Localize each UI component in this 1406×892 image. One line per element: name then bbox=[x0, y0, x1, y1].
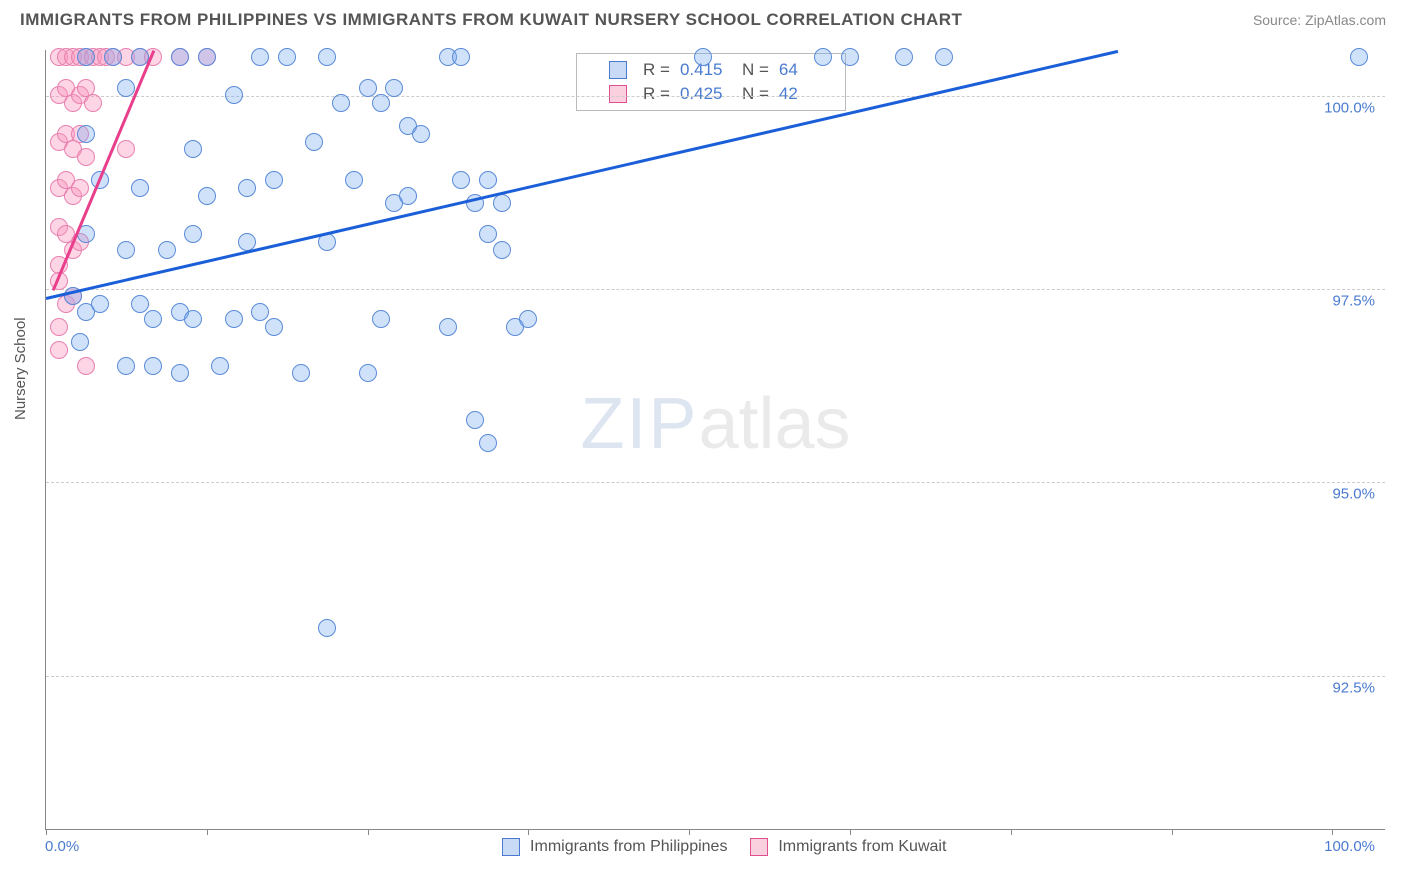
x-tick-mark bbox=[850, 829, 851, 835]
legend-label-kuwait: Immigrants from Kuwait bbox=[778, 838, 946, 855]
x-tick-mark bbox=[1332, 829, 1333, 835]
swatch-blue-icon bbox=[609, 61, 627, 79]
data-point-philippines bbox=[171, 48, 189, 66]
data-point-philippines bbox=[814, 48, 832, 66]
data-point-philippines bbox=[345, 171, 363, 189]
gridline-h bbox=[46, 676, 1385, 677]
data-point-philippines bbox=[372, 94, 390, 112]
legend-label-philippines: Immigrants from Philippines bbox=[530, 838, 727, 855]
data-point-philippines bbox=[895, 48, 913, 66]
data-point-philippines bbox=[332, 94, 350, 112]
x-tick-mark bbox=[368, 829, 369, 835]
x-tick-mark bbox=[689, 829, 690, 835]
data-point-philippines bbox=[144, 310, 162, 328]
y-tick-label: 92.5% bbox=[1332, 679, 1375, 696]
data-point-philippines bbox=[184, 140, 202, 158]
stats-row-philippines: R = 0.415 N = 64 bbox=[591, 58, 831, 82]
gridline-h bbox=[46, 482, 1385, 483]
data-point-philippines bbox=[399, 187, 417, 205]
data-point-philippines bbox=[694, 48, 712, 66]
watermark: ZIPatlas bbox=[580, 383, 850, 465]
x-tick-mark bbox=[46, 829, 47, 835]
data-point-philippines bbox=[412, 125, 430, 143]
gridline-h bbox=[46, 96, 1385, 97]
gridline-h bbox=[46, 289, 1385, 290]
data-point-philippines bbox=[479, 171, 497, 189]
data-point-philippines bbox=[372, 310, 390, 328]
data-point-philippines bbox=[318, 619, 336, 637]
data-point-philippines bbox=[385, 79, 403, 97]
x-tick-mark bbox=[1172, 829, 1173, 835]
data-point-philippines bbox=[104, 48, 122, 66]
data-point-kuwait bbox=[117, 140, 135, 158]
data-point-philippines bbox=[238, 179, 256, 197]
data-point-philippines bbox=[305, 133, 323, 151]
x-tick-mark bbox=[528, 829, 529, 835]
x-axis-max: 100.0% bbox=[1324, 838, 1375, 855]
data-point-philippines bbox=[452, 171, 470, 189]
x-tick-mark bbox=[207, 829, 208, 835]
stats-row-kuwait: R = 0.425 N = 42 bbox=[591, 82, 831, 106]
data-point-kuwait bbox=[50, 341, 68, 359]
data-point-philippines bbox=[439, 318, 457, 336]
legend-swatch-pink-icon bbox=[750, 838, 768, 856]
data-point-philippines bbox=[1350, 48, 1368, 66]
data-point-philippines bbox=[198, 187, 216, 205]
chart-source: Source: ZipAtlas.com bbox=[1253, 12, 1386, 28]
data-point-philippines bbox=[935, 48, 953, 66]
data-point-philippines bbox=[77, 125, 95, 143]
chart-title: IMMIGRANTS FROM PHILIPPINES VS IMMIGRANT… bbox=[20, 10, 962, 30]
data-point-philippines bbox=[171, 364, 189, 382]
data-point-kuwait bbox=[84, 94, 102, 112]
data-point-philippines bbox=[359, 364, 377, 382]
legend-swatch-blue-icon bbox=[502, 838, 520, 856]
data-point-philippines bbox=[225, 86, 243, 104]
data-point-philippines bbox=[251, 48, 269, 66]
data-point-philippines bbox=[519, 310, 537, 328]
data-point-philippines bbox=[493, 194, 511, 212]
x-tick-mark bbox=[1011, 829, 1012, 835]
data-point-philippines bbox=[479, 225, 497, 243]
data-point-philippines bbox=[251, 303, 269, 321]
data-point-philippines bbox=[144, 357, 162, 375]
data-point-philippines bbox=[184, 310, 202, 328]
data-point-kuwait bbox=[71, 179, 89, 197]
data-point-philippines bbox=[184, 225, 202, 243]
data-point-philippines bbox=[841, 48, 859, 66]
data-point-kuwait bbox=[77, 357, 95, 375]
data-point-philippines bbox=[359, 79, 377, 97]
data-point-philippines bbox=[225, 310, 243, 328]
y-tick-label: 97.5% bbox=[1332, 293, 1375, 310]
data-point-philippines bbox=[158, 241, 176, 259]
y-tick-label: 100.0% bbox=[1324, 100, 1375, 117]
data-point-philippines bbox=[265, 318, 283, 336]
data-point-philippines bbox=[479, 434, 497, 452]
y-tick-label: 95.0% bbox=[1332, 486, 1375, 503]
data-point-philippines bbox=[318, 48, 336, 66]
y-axis-label: Nursery School bbox=[12, 317, 29, 420]
data-point-philippines bbox=[131, 295, 149, 313]
data-point-philippines bbox=[211, 357, 229, 375]
data-point-philippines bbox=[71, 333, 89, 351]
data-point-philippines bbox=[198, 48, 216, 66]
data-point-philippines bbox=[493, 241, 511, 259]
data-point-philippines bbox=[77, 48, 95, 66]
data-point-kuwait bbox=[50, 318, 68, 336]
data-point-philippines bbox=[265, 171, 283, 189]
data-point-philippines bbox=[117, 241, 135, 259]
data-point-philippines bbox=[278, 48, 296, 66]
correlation-stats-box: R = 0.415 N = 64 R = 0.425 N = 42 bbox=[576, 53, 846, 111]
data-point-philippines bbox=[466, 411, 484, 429]
swatch-pink-icon bbox=[609, 85, 627, 103]
data-point-philippines bbox=[117, 357, 135, 375]
data-point-philippines bbox=[91, 295, 109, 313]
legend-bottom: Immigrants from Philippines Immigrants f… bbox=[45, 838, 1385, 856]
data-point-kuwait bbox=[77, 148, 95, 166]
data-point-philippines bbox=[452, 48, 470, 66]
chart-plot-area: ZIPatlas R = 0.415 N = 64 R = 0.425 N = … bbox=[45, 50, 1385, 830]
data-point-philippines bbox=[292, 364, 310, 382]
data-point-philippines bbox=[131, 179, 149, 197]
